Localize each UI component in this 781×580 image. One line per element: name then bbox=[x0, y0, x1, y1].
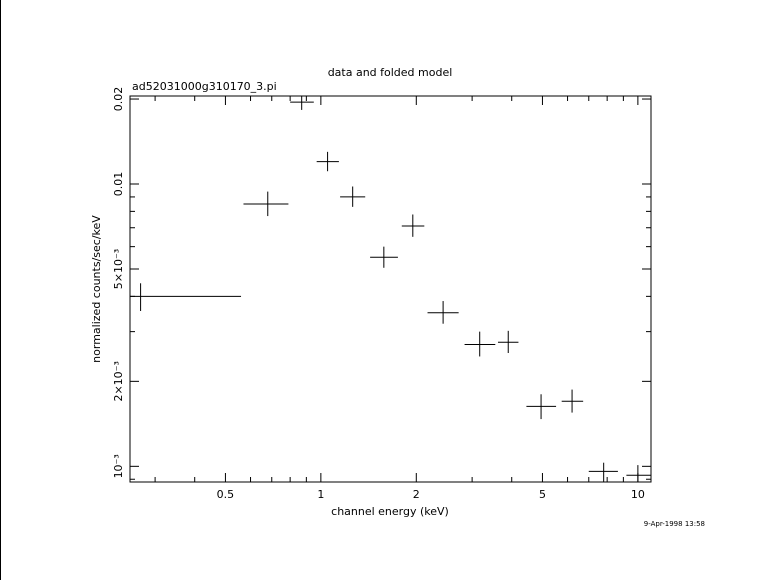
x-tick-label: 5 bbox=[539, 488, 546, 501]
data-point bbox=[588, 462, 618, 482]
chart-subtitle: ad52031000g310170_3.pi bbox=[132, 80, 277, 93]
x-tick-label: 10 bbox=[631, 488, 645, 501]
plot-frame bbox=[129, 95, 652, 483]
data-point bbox=[401, 214, 425, 237]
x-axis-ticks: 0.5 1 2 5 10 bbox=[154, 96, 645, 501]
window-left-edge bbox=[0, 0, 1, 580]
data-point bbox=[526, 394, 557, 420]
x-tick-label: 1 bbox=[317, 488, 324, 501]
y-tick-label: 0.01 bbox=[112, 172, 125, 197]
plot-timestamp: 9-Apr-1998 13:58 bbox=[644, 520, 705, 528]
data-point bbox=[316, 151, 339, 172]
data-point bbox=[130, 283, 242, 311]
chart-title: data and folded model bbox=[328, 66, 453, 79]
x-axis-label: channel energy (keV) bbox=[331, 505, 449, 518]
data-point bbox=[464, 331, 496, 357]
y-axis-label: normalized counts/sec/keV bbox=[90, 215, 103, 363]
data-point bbox=[427, 301, 459, 324]
data-points bbox=[130, 96, 651, 482]
y-axis-ticks: 10⁻³ 2×10⁻³ 5×10⁻³ 0.01 0.02 bbox=[112, 87, 651, 480]
data-point bbox=[497, 330, 519, 354]
y-tick-label: 2×10⁻³ bbox=[112, 361, 125, 401]
data-point bbox=[243, 191, 289, 217]
data-point bbox=[561, 389, 584, 413]
y-tick-label: 0.02 bbox=[112, 87, 125, 112]
x-tick-label: 2 bbox=[413, 488, 420, 501]
data-point bbox=[370, 246, 398, 268]
x-tick-label: 0.5 bbox=[217, 488, 235, 501]
data-point bbox=[626, 465, 651, 482]
y-tick-label: 5×10⁻³ bbox=[112, 249, 125, 289]
y-tick-label: 10⁻³ bbox=[112, 454, 125, 478]
data-point bbox=[290, 96, 314, 110]
data-point bbox=[340, 186, 366, 207]
